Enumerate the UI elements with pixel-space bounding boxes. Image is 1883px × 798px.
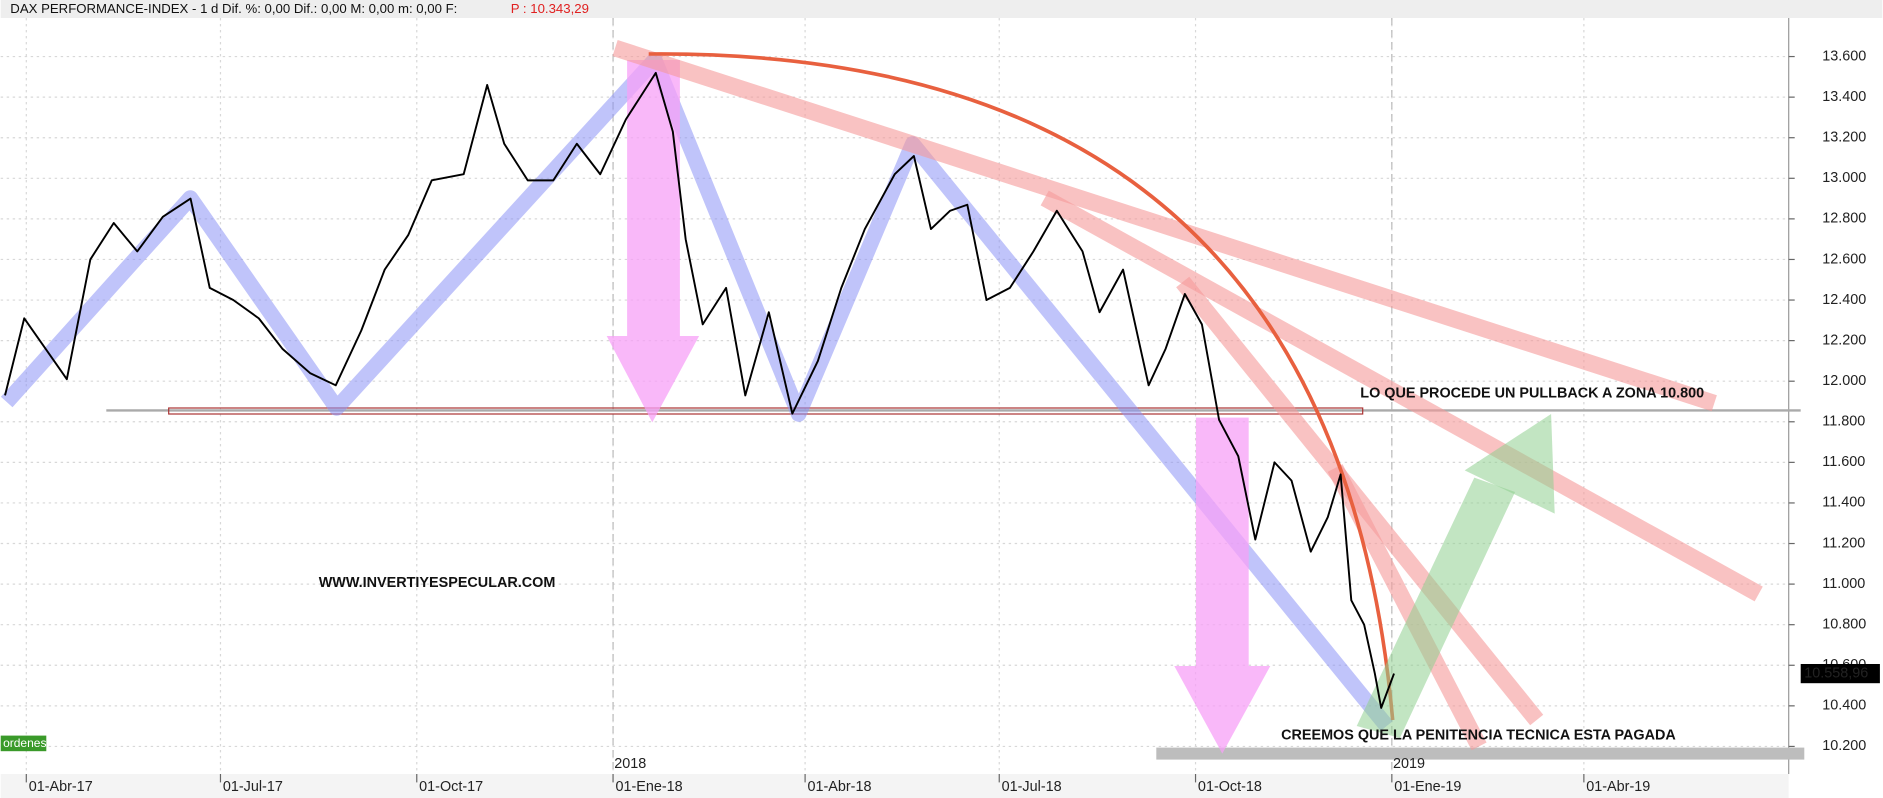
price-line	[4, 71, 1395, 709]
y-tick-label: 11.000	[1822, 576, 1865, 592]
resistance-line	[1327, 464, 1487, 751]
x-tick-label: 01-Jul-18	[1002, 779, 1062, 795]
x-tick-label: 01-Oct-17	[419, 779, 483, 795]
up-arrow	[1356, 414, 1555, 738]
y-tick-label: 13.200	[1822, 130, 1866, 146]
arrow-head	[1174, 666, 1271, 754]
x-tick-label: 01-Abr-19	[1586, 779, 1650, 795]
annotation: LO QUE PROCEDE UN PULLBACK A ZONA 10.800	[1360, 385, 1704, 401]
series	[4, 71, 1395, 709]
chart-title: DAX PERFORMANCE-INDEX - 1 d Dif. %: 0,00…	[10, 1, 457, 16]
target-zone	[1156, 747, 1805, 760]
x-tick-label: 01-Jul-17	[223, 779, 283, 795]
x-tick-label: 01-Ene-19	[1394, 779, 1461, 795]
arrow-shaft	[627, 60, 680, 336]
price-info: P : 10.343,29	[511, 1, 589, 16]
year-label: 2018	[614, 756, 646, 772]
y-tick-label: 10.400	[1822, 698, 1866, 714]
arrow-shaft	[1356, 477, 1516, 738]
y-tick-label: 10.200	[1822, 738, 1866, 754]
last-price-box	[1800, 663, 1880, 684]
y-tick-label: 12.200	[1822, 332, 1866, 348]
orders-button-label[interactable]: ordenes	[3, 736, 46, 750]
header-bar	[0, 0, 1883, 18]
arrow-shaft	[1195, 417, 1249, 666]
arrow-head	[606, 336, 700, 423]
bottom-axis	[0, 774, 1789, 798]
x-tick-label: 01-Oct-18	[1198, 779, 1262, 795]
resistance-lines	[612, 40, 1763, 751]
x-tick-label: 01-Ene-18	[615, 779, 682, 795]
y-tick-label: 13.000	[1822, 170, 1866, 186]
y-tick-label: 10.800	[1822, 616, 1866, 632]
y-tick-label: 11.200	[1822, 535, 1865, 551]
y-tick-label: 11.800	[1822, 414, 1865, 430]
last-price-label: 10.558,96	[1804, 665, 1868, 681]
y-tick-label: 12.800	[1822, 211, 1866, 227]
resistance-line	[1040, 190, 1763, 602]
support-zone	[168, 407, 1364, 415]
y-tick-label: 12.000	[1822, 373, 1866, 389]
curve	[648, 52, 1395, 721]
arrow-head	[1464, 414, 1555, 514]
down-arrows	[606, 60, 1271, 754]
y-tick-label: 11.600	[1822, 454, 1865, 470]
y-tick-label: 12.600	[1822, 251, 1866, 267]
y-tick-label: 11.400	[1822, 495, 1865, 511]
y-tick-label: 12.400	[1822, 292, 1866, 308]
x-tick-label: 01-Abr-17	[29, 779, 93, 795]
orders-button[interactable]	[0, 735, 47, 752]
resistance-line	[612, 40, 1717, 412]
year-label: 2019	[1393, 756, 1425, 772]
x-tick-label: 01-Abr-18	[807, 779, 871, 795]
annotation: WWW.INVERTIYESPECULAR.COM	[319, 575, 556, 591]
y-tick-label: 13.600	[1822, 48, 1866, 64]
y-tick-label: 13.400	[1822, 89, 1866, 105]
annotation: CREEMOS QUE LA PENITENCIA TECNICA ESTA P…	[1281, 727, 1676, 743]
